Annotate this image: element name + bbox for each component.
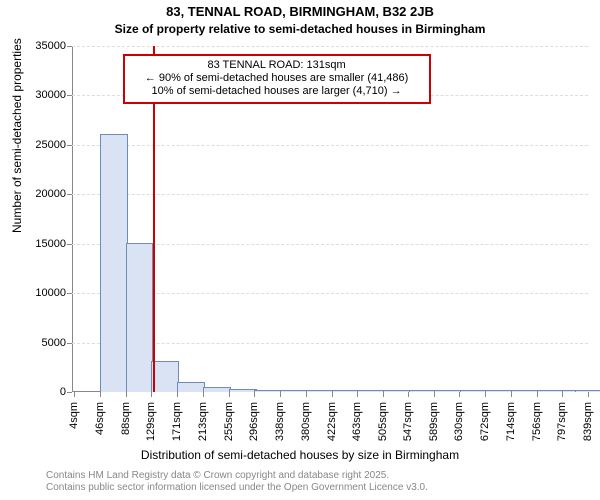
histogram-bar bbox=[537, 390, 565, 392]
histogram-bar bbox=[280, 390, 308, 392]
x-tick-mark bbox=[537, 392, 538, 397]
x-tick-mark bbox=[74, 392, 75, 397]
y-tick-mark bbox=[67, 194, 72, 195]
annotation-line3: 10% of semi-detached houses are larger (… bbox=[131, 85, 423, 98]
annotation-line2: ← 90% of semi-detached houses are smalle… bbox=[131, 72, 423, 85]
y-tick-mark bbox=[67, 343, 72, 344]
y-gridline bbox=[72, 194, 588, 195]
chart-title-line1: 83, TENNAL ROAD, BIRMINGHAM, B32 2JB bbox=[0, 4, 600, 19]
x-tick-mark bbox=[100, 392, 101, 397]
x-tick-label: 4sqm bbox=[68, 402, 80, 429]
histogram-bar bbox=[485, 390, 513, 392]
y-gridline bbox=[72, 46, 588, 47]
attribution-text: Contains HM Land Registry data © Crown c… bbox=[46, 470, 428, 494]
plot-area: 83 TENNAL ROAD: 131sqm← 90% of semi-deta… bbox=[72, 46, 588, 392]
histogram-bar bbox=[100, 134, 128, 392]
x-tick-mark bbox=[511, 392, 512, 397]
y-tick-label: 30000 bbox=[35, 89, 66, 101]
y-tick-label: 5000 bbox=[42, 337, 66, 349]
y-tick-mark bbox=[67, 46, 72, 47]
x-tick-mark bbox=[588, 392, 589, 397]
y-tick-mark bbox=[67, 145, 72, 146]
y-tick-mark bbox=[67, 244, 72, 245]
x-tick-label: 213sqm bbox=[197, 402, 209, 441]
attribution-line1: Contains HM Land Registry data © Crown c… bbox=[46, 470, 428, 482]
x-tick-label: 463sqm bbox=[351, 402, 363, 441]
histogram-bar bbox=[460, 390, 488, 392]
y-tick-label: 10000 bbox=[35, 287, 66, 299]
y-tick-label: 35000 bbox=[35, 40, 66, 52]
chart-title-line2: Size of property relative to semi-detach… bbox=[0, 22, 600, 36]
y-tick-mark bbox=[67, 392, 72, 393]
x-tick-label: 797sqm bbox=[556, 402, 568, 441]
y-tick-label: 15000 bbox=[35, 238, 66, 250]
x-tick-mark bbox=[177, 392, 178, 397]
histogram-bar bbox=[203, 387, 231, 392]
x-tick-mark bbox=[485, 392, 486, 397]
histogram-bar bbox=[434, 390, 462, 392]
x-tick-label: 380sqm bbox=[300, 402, 312, 441]
x-tick-label: 714sqm bbox=[505, 402, 517, 441]
y-tick-mark bbox=[67, 95, 72, 96]
y-tick-label: 25000 bbox=[35, 139, 66, 151]
x-tick-label: 46sqm bbox=[94, 402, 106, 435]
histogram-bar bbox=[511, 390, 539, 392]
chart-root: 83, TENNAL ROAD, BIRMINGHAM, B32 2JB Siz… bbox=[0, 0, 600, 500]
x-tick-label: 756sqm bbox=[531, 402, 543, 441]
annotation-line1: 83 TENNAL ROAD: 131sqm bbox=[131, 59, 423, 72]
x-tick-labels: 4sqm46sqm88sqm129sqm171sqm213sqm255sqm29… bbox=[72, 394, 588, 446]
x-tick-mark bbox=[562, 392, 563, 397]
x-tick-mark bbox=[229, 392, 230, 397]
histogram-bar bbox=[306, 390, 334, 392]
histogram-bar bbox=[332, 390, 360, 392]
y-tick-mark bbox=[67, 293, 72, 294]
x-tick-label: 422sqm bbox=[326, 402, 338, 441]
x-tick-mark bbox=[203, 392, 204, 397]
x-tick-mark bbox=[459, 392, 460, 397]
histogram-bar bbox=[254, 390, 282, 392]
x-tick-label: 547sqm bbox=[402, 402, 414, 441]
x-tick-label: 505sqm bbox=[377, 402, 389, 441]
histogram-bar bbox=[177, 382, 205, 392]
x-tick-mark bbox=[408, 392, 409, 397]
x-tick-mark bbox=[383, 392, 384, 397]
annotation-box: 83 TENNAL ROAD: 131sqm← 90% of semi-deta… bbox=[123, 54, 431, 104]
histogram-bar bbox=[357, 390, 385, 392]
x-tick-label: 296sqm bbox=[248, 402, 260, 441]
x-tick-label: 630sqm bbox=[453, 402, 465, 441]
histogram-bar bbox=[383, 390, 411, 392]
x-tick-label: 672sqm bbox=[479, 402, 491, 441]
y-tick-labels: 05000100001500020000250003000035000 bbox=[0, 46, 66, 392]
histogram-bar bbox=[229, 389, 257, 392]
x-tick-mark bbox=[357, 392, 358, 397]
x-tick-mark bbox=[306, 392, 307, 397]
x-tick-label: 255sqm bbox=[223, 402, 235, 441]
y-tick-label: 20000 bbox=[35, 188, 66, 200]
attribution-line2: Contains public sector information licen… bbox=[46, 482, 428, 494]
x-tick-mark bbox=[254, 392, 255, 397]
x-tick-mark bbox=[151, 392, 152, 397]
x-tick-label: 338sqm bbox=[274, 402, 286, 441]
y-gridline bbox=[72, 145, 588, 146]
x-tick-mark bbox=[332, 392, 333, 397]
x-tick-label: 839sqm bbox=[582, 402, 594, 441]
x-axis-label: Distribution of semi-detached houses by … bbox=[0, 448, 600, 462]
x-tick-mark bbox=[280, 392, 281, 397]
x-tick-label: 129sqm bbox=[145, 402, 157, 441]
x-tick-mark bbox=[126, 392, 127, 397]
histogram-bar bbox=[409, 390, 437, 392]
x-tick-label: 171sqm bbox=[171, 402, 183, 441]
x-tick-mark bbox=[434, 392, 435, 397]
y-tick-label: 0 bbox=[60, 386, 66, 398]
histogram-bar bbox=[126, 243, 154, 392]
x-tick-label: 589sqm bbox=[428, 402, 440, 441]
x-tick-label: 88sqm bbox=[120, 402, 132, 435]
histogram-bar bbox=[151, 361, 179, 392]
